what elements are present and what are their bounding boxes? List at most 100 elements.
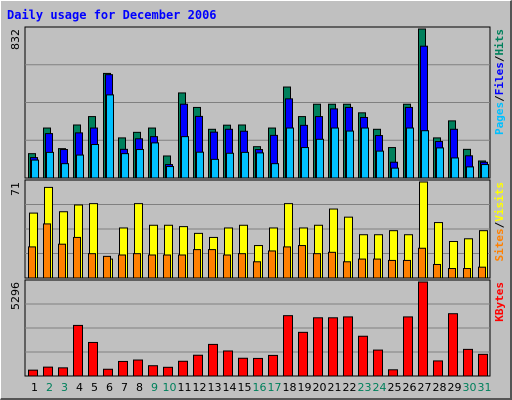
bar-sites-day-25 <box>388 259 396 279</box>
day-label-28: 28 <box>433 381 447 394</box>
day-label-16: 16 <box>253 381 267 394</box>
bar-pages-day-25 <box>391 167 399 179</box>
bar-kbytes-day-17 <box>268 354 278 377</box>
bar-pages-day-11 <box>181 136 189 179</box>
day-label-24: 24 <box>373 381 387 394</box>
day-label-23: 23 <box>358 381 372 394</box>
bar-pages-day-16 <box>256 152 264 179</box>
bar-sites-day-11 <box>178 254 186 279</box>
legend-separator: / <box>493 221 506 228</box>
legend-panel-3: KBytes <box>493 282 506 322</box>
bar-sites-day-17 <box>268 250 276 279</box>
bar-pages-day-17 <box>271 163 279 179</box>
legend-sites: Sites <box>493 228 506 261</box>
bar-kbytes-day-29 <box>448 313 458 377</box>
bar-pages-day-13 <box>211 158 219 179</box>
day-label-3: 3 <box>61 381 68 394</box>
bar-kbytes-day-22 <box>343 316 353 377</box>
bar-sites-day-26 <box>403 259 411 279</box>
bar-sites-day-27 <box>418 247 426 279</box>
bar-sites-day-6 <box>103 255 111 279</box>
bar-kbytes-day-15 <box>238 357 248 377</box>
bar-kbytes-day-16 <box>253 357 263 377</box>
bar-kbytes-day-9 <box>148 365 158 377</box>
bar-sites-day-1 <box>28 246 36 279</box>
bar-pages-day-2 <box>46 151 54 179</box>
legend-files: Files <box>493 62 506 95</box>
bar-sites-day-22 <box>343 261 351 279</box>
legend-kbytes: KBytes <box>493 282 506 322</box>
bar-pages-day-28 <box>436 147 444 179</box>
day-label-6: 6 <box>106 381 113 394</box>
bar-sites-day-8 <box>133 253 141 279</box>
day-label-4: 4 <box>76 381 83 394</box>
bar-sites-day-29 <box>448 268 456 279</box>
panel-3-ymax-label: 5296 <box>9 282 22 310</box>
bar-kbytes-day-11 <box>178 360 188 377</box>
bar-sites-day-28 <box>433 263 441 279</box>
bar-kbytes-day-28 <box>433 360 443 377</box>
bar-sites-day-10 <box>163 254 171 279</box>
bar-sites-day-15 <box>238 253 246 279</box>
day-label-7: 7 <box>121 381 128 394</box>
day-label-18: 18 <box>283 381 297 394</box>
bar-pages-day-26 <box>406 127 414 179</box>
bar-sites-day-23 <box>358 258 366 279</box>
bar-pages-day-29 <box>451 157 459 179</box>
bar-pages-day-1 <box>31 159 39 179</box>
bar-pages-day-21 <box>331 127 339 179</box>
day-label-19: 19 <box>298 381 312 394</box>
bar-pages-day-22 <box>346 130 354 179</box>
legend-hits: Hits <box>493 29 506 56</box>
bar-kbytes-day-26 <box>403 316 413 377</box>
bar-pages-day-23 <box>361 127 369 179</box>
bar-kbytes-day-27 <box>418 281 428 377</box>
day-label-26: 26 <box>403 381 417 394</box>
bar-sites-day-5 <box>88 253 96 279</box>
day-label-10: 10 <box>163 381 177 394</box>
day-label-9: 9 <box>151 381 158 394</box>
legend-separator: / <box>493 55 506 62</box>
bar-sites-day-3 <box>58 243 66 279</box>
bar-pages-day-14 <box>226 152 234 179</box>
day-label-15: 15 <box>238 381 252 394</box>
day-label-5: 5 <box>91 381 98 394</box>
bar-kbytes-day-8 <box>133 359 143 377</box>
bar-sites-day-20 <box>313 253 321 279</box>
bar-pages-day-24 <box>376 150 384 179</box>
bar-sites-day-24 <box>373 258 381 279</box>
bar-pages-day-8 <box>136 149 144 179</box>
legend-visits: Visits <box>493 182 506 222</box>
bar-kbytes-day-19 <box>298 331 308 377</box>
bar-kbytes-day-20 <box>313 317 323 377</box>
legend-panel-1: Pages/Files/Hits <box>493 29 506 135</box>
day-label-12: 12 <box>193 381 207 394</box>
bar-pages-day-7 <box>121 153 129 179</box>
bar-sites-day-19 <box>298 245 306 279</box>
panel-1-ymax-label: 832 <box>9 29 22 50</box>
bar-pages-day-9 <box>151 142 159 179</box>
day-label-11: 11 <box>178 381 192 394</box>
bar-sites-day-4 <box>73 236 81 279</box>
day-label-2: 2 <box>46 381 53 394</box>
bar-kbytes-day-10 <box>163 366 173 377</box>
bar-sites-day-30 <box>463 268 471 279</box>
bar-kbytes-day-12 <box>193 354 203 377</box>
bar-pages-day-6 <box>106 94 114 179</box>
day-label-22: 22 <box>343 381 357 394</box>
bar-pages-day-5 <box>91 144 99 179</box>
bar-sites-day-2 <box>43 223 51 279</box>
bar-kbytes-day-1 <box>28 369 38 377</box>
bar-sites-day-7 <box>118 254 126 279</box>
day-label-25: 25 <box>388 381 402 394</box>
page-title: Daily usage for December 2006 <box>7 8 217 22</box>
bar-kbytes-day-3 <box>58 367 68 377</box>
legend-pages: Pages <box>493 102 506 135</box>
bar-kbytes-day-7 <box>118 360 128 377</box>
day-label-14: 14 <box>223 381 237 394</box>
bar-kbytes-day-14 <box>223 350 233 377</box>
day-label-21: 21 <box>328 381 342 394</box>
bar-kbytes-day-30 <box>463 348 473 377</box>
day-label-13: 13 <box>208 381 222 394</box>
